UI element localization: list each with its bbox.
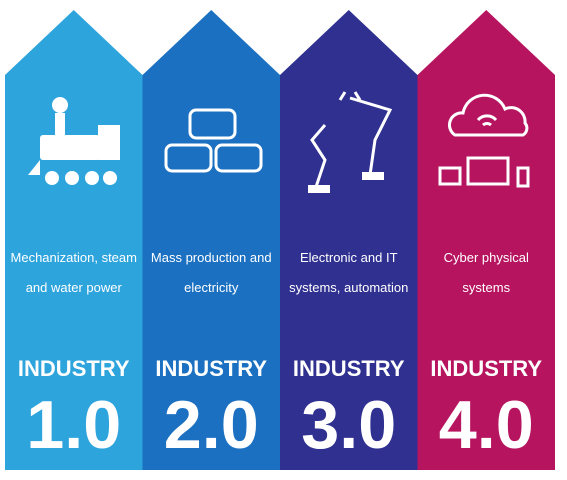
description: Electronic and IT [300, 250, 398, 265]
industry-label: INDUSTRY [293, 356, 405, 381]
version-number: 3.0 [301, 387, 396, 463]
description: Mass production and [151, 250, 272, 265]
description: systems, automation [289, 280, 408, 295]
description: Cyber physical [444, 250, 529, 265]
train-icon [28, 97, 120, 185]
description: electricity [184, 280, 239, 295]
description: systems [462, 280, 510, 295]
arrow-column [142, 10, 280, 470]
version-number: 2.0 [164, 387, 259, 463]
version-number: 1.0 [26, 387, 121, 463]
cloud-devices-icon [438, 93, 530, 188]
robots-icon [308, 91, 393, 193]
arrow-column [417, 10, 555, 470]
industry-label: INDUSTRY [430, 356, 542, 381]
description: and water power [26, 280, 123, 295]
description: Mechanization, steam [11, 250, 137, 265]
industry-label: INDUSTRY [155, 356, 267, 381]
cars-icon [164, 108, 263, 173]
version-number: 4.0 [439, 387, 534, 463]
industry-label: INDUSTRY [18, 356, 130, 381]
